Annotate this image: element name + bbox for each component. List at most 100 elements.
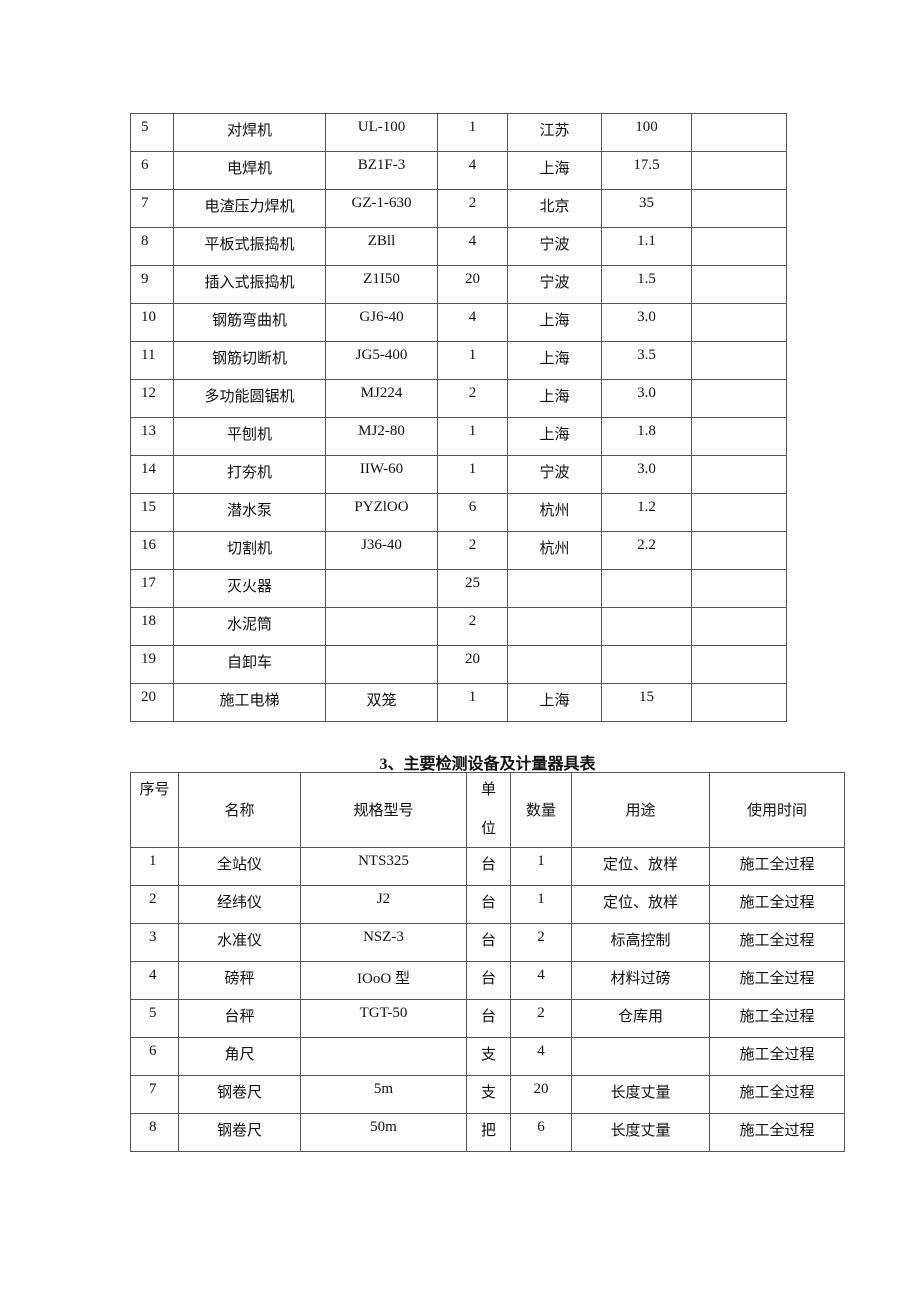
table-cell: [325, 607, 438, 646]
table-cell: 自卸车: [173, 645, 326, 684]
table-row: 5 台秤 TGT-50 台 2 仓库用 施工全过程: [130, 999, 845, 1038]
table-cell: 台: [466, 885, 511, 924]
table-row: 16 切割机 J36-40 2 杭州 2.2: [130, 531, 787, 570]
table-cell: 2.2: [601, 531, 692, 570]
table-cell: 插入式振捣机: [173, 265, 326, 304]
table-cell: 1.1: [601, 227, 692, 266]
table-cell: 施工全过程: [709, 847, 845, 886]
header-row: 序号 名称 规格型号 单位 数量 用途 使用时间: [130, 772, 845, 848]
table-row: 10 钢筋弯曲机 GJ6-40 4 上海 3.0: [130, 303, 787, 342]
table-cell: 双笼: [325, 683, 438, 722]
table-cell: 台: [466, 999, 511, 1038]
header-cell: 数量: [510, 772, 572, 848]
table-cell: 4: [510, 1037, 572, 1076]
table-cell: 8: [130, 227, 174, 266]
table-cell: [601, 569, 692, 608]
table-cell: J2: [300, 885, 467, 924]
table-cell: IIW-60: [325, 455, 438, 494]
table-row: 19 自卸车 20: [130, 645, 787, 684]
table-cell: [691, 569, 787, 608]
table-cell: 施工全过程: [709, 961, 845, 1000]
table-row: 11 钢筋切断机 JG5-400 1 上海 3.5: [130, 341, 787, 380]
table-cell: 宁波: [507, 455, 602, 494]
table-cell: 4: [437, 303, 508, 342]
table-cell: 钢筋弯曲机: [173, 303, 326, 342]
table-cell: ZBll: [325, 227, 438, 266]
table-cell: 2: [510, 923, 572, 962]
table-cell: 20: [130, 683, 174, 722]
table-title: 3、主要检测设备及计量器具表: [379, 756, 596, 773]
table-cell: [691, 531, 787, 570]
table-row: 2 经纬仪 J2 台 1 定位、放样 施工全过程: [130, 885, 845, 924]
table-cell: 3.0: [601, 379, 692, 418]
table-row: 8 平板式振捣机 ZBll 4 宁波 1.1: [130, 227, 787, 266]
table-row: 17 灭火器 25: [130, 569, 787, 608]
table-cell: Z1I50: [325, 265, 438, 304]
table-cell: 5: [130, 999, 179, 1038]
table-cell: 施工全过程: [709, 1113, 845, 1152]
table-cell: 1: [510, 847, 572, 886]
table-cell: 2: [437, 189, 508, 228]
table-cell: 19: [130, 645, 174, 684]
table-cell: 1: [437, 341, 508, 380]
table-cell: 宁波: [507, 265, 602, 304]
table-cell: JG5-400: [325, 341, 438, 380]
table-cell: 4: [510, 961, 572, 1000]
table-cell: 11: [130, 341, 174, 380]
table-cell: 14: [130, 455, 174, 494]
table-row: 1 全站仪 NTS325 台 1 定位、放样 施工全过程: [130, 847, 845, 886]
table-cell: 2: [130, 885, 179, 924]
table-cell: MJ224: [325, 379, 438, 418]
table-cell: 上海: [507, 303, 602, 342]
table-cell: 7: [130, 189, 174, 228]
table-cell: 多功能圆锯机: [173, 379, 326, 418]
table-cell: [691, 417, 787, 456]
table-row: 5 对焊机 UL-100 1 江苏 100: [130, 113, 787, 152]
table-cell: 3.5: [601, 341, 692, 380]
table-cell: 平刨机: [173, 417, 326, 456]
table-cell: 13: [130, 417, 174, 456]
table-cell: 8: [130, 1113, 179, 1152]
table-cell: 1.2: [601, 493, 692, 532]
table-cell: 35: [601, 189, 692, 228]
table-cell: 定位、放样: [571, 885, 710, 924]
table-cell: 宁波: [507, 227, 602, 266]
table-cell: 100: [601, 113, 692, 152]
table-cell: 17.5: [601, 151, 692, 190]
table-cell: 2: [437, 607, 508, 646]
table-cell: MJ2-80: [325, 417, 438, 456]
table-cell: 1: [437, 113, 508, 152]
table-cell: 10: [130, 303, 174, 342]
table-cell: NTS325: [300, 847, 467, 886]
table-cell: 6: [437, 493, 508, 532]
table-cell: 电渣压力焊机: [173, 189, 326, 228]
table-cell: [691, 265, 787, 304]
table-row: 8 钢卷尺 50m 把 6 长度丈量 施工全过程: [130, 1113, 845, 1152]
table-cell: 杭州: [507, 493, 602, 532]
table-cell: 9: [130, 265, 174, 304]
table-cell: [691, 113, 787, 152]
table-cell: 潜水泵: [173, 493, 326, 532]
header-cell: 单位: [466, 772, 511, 848]
table-cell: [507, 645, 602, 684]
table-cell: 钢卷尺: [178, 1113, 301, 1152]
table-cell: 切割机: [173, 531, 326, 570]
table-cell: 16: [130, 531, 174, 570]
table-cell: 20: [510, 1075, 572, 1114]
table-cell: [691, 151, 787, 190]
table-row: 6 电焊机 BZ1F-3 4 上海 17.5: [130, 151, 787, 190]
table-row: 4 磅秤 IOoO 型台 4 材料过磅 施工全过程: [130, 961, 845, 1000]
table-row: 3 水准仪 NSZ-3 台 2 标高控制 施工全过程: [130, 923, 845, 962]
table-row: 6 角尺 支 4 施工全过程: [130, 1037, 845, 1076]
table-cell: 3.0: [601, 455, 692, 494]
table-cell: 4: [437, 227, 508, 266]
table-row: 12 多功能圆锯机 MJ224 2 上海 3.0: [130, 379, 787, 418]
table-cell: 仓库用: [571, 999, 710, 1038]
table-cell: GZ-1-630: [325, 189, 438, 228]
table-cell: 20: [437, 645, 508, 684]
table-cell: BZ1F-3: [325, 151, 438, 190]
table-cell: 上海: [507, 151, 602, 190]
table-cell: 施工全过程: [709, 885, 845, 924]
header-cell: 名称: [178, 772, 301, 848]
table-cell: [691, 607, 787, 646]
